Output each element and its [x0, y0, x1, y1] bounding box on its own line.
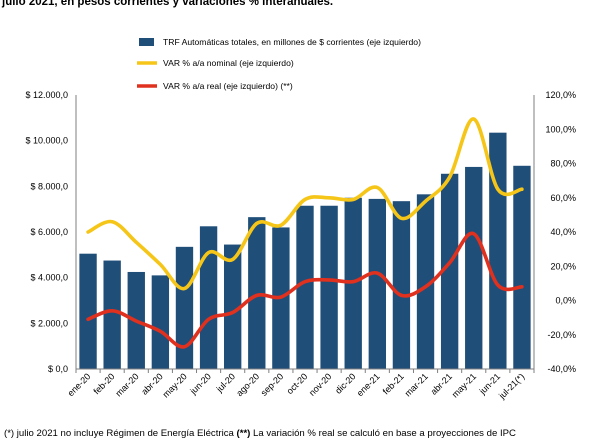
x-tick-label: jun-20: [188, 371, 213, 396]
y-tick-label-right: 60,0%: [550, 193, 576, 203]
y-tick-label-right: 0,0%: [555, 296, 576, 306]
bar-feb-21: [392, 201, 411, 369]
y-tick-label-left: $ 0,0: [48, 364, 68, 374]
bar-ene-21: [368, 198, 386, 369]
line-nominal: [86, 117, 524, 291]
x-tick-label: may-21: [450, 371, 478, 399]
y-tick-label-right: 20,0%: [550, 261, 576, 271]
x-tick-label: nov-20: [307, 371, 334, 398]
bar-abr-21: [440, 173, 459, 369]
x-tick-label: oct-20: [285, 371, 310, 396]
bar-nov-20: [320, 205, 338, 369]
chart-caption: julio 2021, en pesos corrientes y variac…: [2, 0, 334, 8]
y-tick-label-left: $ 2.000,0: [30, 318, 68, 328]
x-tick-label: sep-20: [259, 371, 286, 398]
y-tick-label-right: -40,0%: [547, 364, 576, 374]
bar-may-20: [175, 246, 194, 369]
y-tick-label-right: 40,0%: [550, 227, 576, 237]
y-tick-label-left: $ 4.000,0: [30, 273, 68, 283]
chart: TRF Automáticas totales, en millones de …: [25, 37, 576, 401]
line-series: [86, 117, 524, 349]
x-tick-label: dic-20: [333, 371, 357, 395]
x-tick-label: mar-20: [113, 371, 140, 398]
x-tick-label: ago-20: [234, 371, 261, 398]
footnote-text-1: (*) julio 2021 no incluye Régimen de Ene…: [4, 428, 237, 439]
bar-oct-20: [296, 205, 314, 369]
bar-jul-20: [224, 244, 242, 369]
axes: [75, 95, 535, 373]
footnote: (*) julio 2021 no incluye Régimen de Ene…: [4, 428, 516, 439]
x-tick-label: mar-21: [403, 371, 430, 398]
y-tick-label-left: $ 12.000,0: [25, 90, 68, 100]
bar-feb-20: [103, 260, 121, 369]
x-tick-label: ene-21: [355, 371, 382, 398]
legend: TRF Automáticas totales, en millones de …: [137, 37, 421, 91]
bar-may-21: [465, 166, 483, 369]
bar-series: [79, 132, 531, 369]
y-tick-label-right: -20,0%: [547, 330, 576, 340]
x-tick-label: ene-20: [66, 371, 93, 398]
y-tick-label-right: 120,0%: [545, 90, 576, 100]
bar-ago-20: [248, 217, 266, 369]
footnote-marker: (**): [236, 428, 251, 439]
x-tick-label: jul-21(*): [496, 371, 526, 401]
y-tick-label-right: 80,0%: [550, 159, 576, 169]
bar-abr-20: [151, 275, 170, 369]
bar-jun-20: [199, 226, 218, 369]
footnote-text-2: La variación % real se calculó en base a…: [250, 428, 516, 439]
x-tick-label: feb-20: [91, 371, 116, 396]
y-tick-label-left: $ 8.000,0: [30, 181, 68, 191]
y-tick-label-left: $ 6.000,0: [30, 227, 68, 237]
line-real: [86, 231, 524, 349]
y-tick-label-right: 100,0%: [545, 124, 576, 134]
legend-label: TRF Automáticas totales, en millones de …: [163, 37, 421, 47]
bar-jul-21(*): [513, 165, 531, 369]
legend-swatch-bars: [139, 38, 154, 46]
legend-label: VAR % a/a nominal (eje izquierdo): [163, 58, 294, 68]
legend-label: VAR % a/a real (eje izquierdo) (**): [163, 81, 293, 91]
bar-mar-21: [416, 194, 435, 369]
bar-ene-20: [79, 253, 97, 369]
y-tick-label-left: $ 10.000,0: [25, 136, 68, 146]
x-tick-label: may-20: [161, 371, 189, 399]
x-tick-label: feb-21: [381, 371, 406, 396]
